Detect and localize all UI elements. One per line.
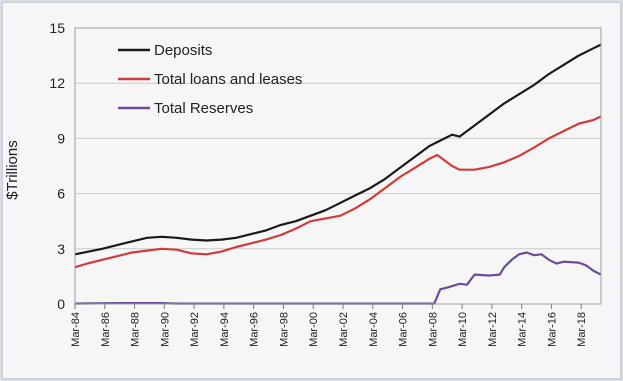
x-tick-label: Mar-08 — [427, 312, 439, 347]
series-line-2 — [74, 251, 602, 305]
x-tick-label: Mar-98 — [278, 312, 290, 347]
x-axis-ticks: Mar-84 Mar-86 Mar-88 Mar-90 Mar-92 Mar-94 Mar-… — [70, 304, 588, 347]
plot-area-border — [74, 27, 602, 305]
series-line-0 — [74, 43, 602, 256]
x-tick-label: Mar-00 — [308, 312, 320, 347]
legend-label: Total loans and leases — [154, 71, 302, 88]
x-tick-label: Mar-12 — [487, 312, 499, 347]
x-tick-label: Mar-16 — [546, 312, 558, 347]
x-tick-label: Mar-02 — [338, 312, 350, 347]
y-axis-ticks: 0 3 6 9 12 15 — [49, 20, 65, 312]
y-tick-label: 12 — [49, 75, 65, 91]
x-tick-label: Mar-10 — [457, 312, 469, 347]
y-tick-label: 6 — [57, 186, 65, 202]
x-tick-label: Mar-06 — [398, 312, 410, 347]
x-tick-label: Mar-96 — [249, 312, 261, 347]
gridlines — [75, 27, 601, 305]
x-tick-label: Mar-88 — [130, 312, 142, 347]
x-tick-label: Mar-18 — [576, 312, 588, 347]
legend-label: Total Reserves — [154, 100, 253, 117]
x-tick-label: Mar-86 — [100, 312, 112, 347]
y-tick-label: 9 — [57, 130, 65, 146]
legend-label: Deposits — [154, 42, 212, 59]
y-axis-title: $Trillions — [4, 140, 21, 199]
x-tick-label: Mar-84 — [70, 312, 82, 347]
x-tick-label: Mar-04 — [368, 312, 380, 347]
x-tick-label: Mar-94 — [219, 312, 231, 347]
y-tick-label: 15 — [49, 20, 65, 36]
x-tick-label: Mar-92 — [189, 312, 201, 347]
y-tick-label: 0 — [57, 296, 65, 312]
y-tick-label: 3 — [57, 241, 65, 257]
x-tick-label: Mar-90 — [159, 312, 171, 347]
x-tick-label: Mar-14 — [517, 312, 529, 347]
legend: Deposits Total loans and leases Total Rese… — [118, 42, 302, 117]
series-line-1 — [74, 115, 602, 269]
